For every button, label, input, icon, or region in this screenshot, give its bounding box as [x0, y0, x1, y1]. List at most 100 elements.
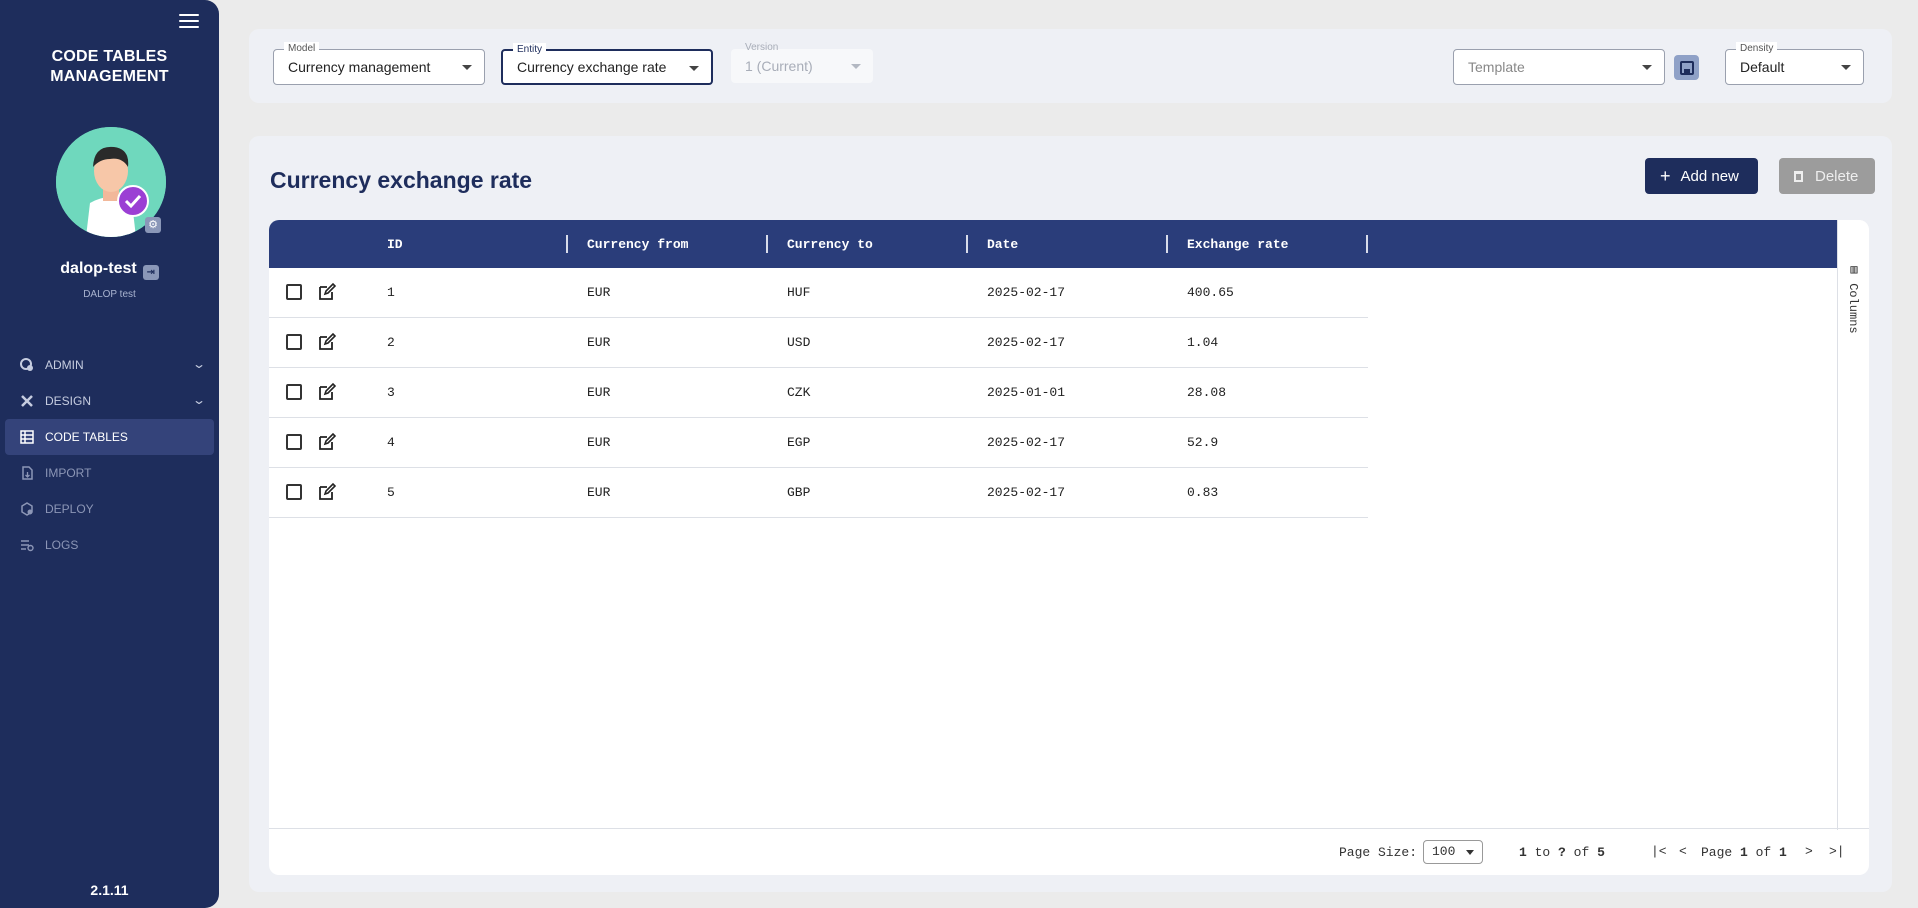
template-select[interactable]: Template [1453, 49, 1665, 85]
sidebar-item-design[interactable]: DESIGN ⌄ [5, 383, 214, 419]
column-resize-handle[interactable] [766, 235, 768, 253]
sidebar-item-logs[interactable]: LOGS [5, 527, 214, 563]
filter-bar: Model Currency management Entity Currenc… [249, 29, 1892, 103]
grid-side-panel: ▥ Columns [1837, 220, 1869, 830]
cell-currency-from: EUR [587, 435, 611, 450]
dropdown-caret-icon [462, 65, 472, 70]
edit-pencil-icon[interactable] [317, 432, 337, 452]
edit-pencil-icon[interactable] [317, 382, 337, 402]
plus-icon: + [1660, 166, 1671, 186]
row-checkbox[interactable] [286, 434, 302, 450]
sidebar-item-import[interactable]: IMPORT [5, 455, 214, 491]
cell-currency-from: EUR [587, 335, 611, 350]
density-select-value: Default [1740, 59, 1785, 75]
cell-exchange-rate: 52.9 [1187, 435, 1219, 450]
column-resize-handle[interactable] [1166, 235, 1168, 253]
cell-id: 4 [387, 435, 395, 450]
sidebar-item-label: LOGS [45, 538, 79, 552]
edit-pencil-icon[interactable] [317, 482, 337, 502]
page-current: 1 [1740, 845, 1748, 860]
dropdown-caret-icon [1466, 850, 1474, 855]
table-row[interactable]: 4 EUR EGP 2025-02-17 52.9 [269, 418, 1368, 468]
version-select: Version 1 (Current) [731, 42, 873, 83]
hamburger-menu-icon[interactable] [179, 14, 199, 30]
cell-exchange-rate: 1.04 [1187, 335, 1219, 350]
row-checkbox[interactable] [286, 384, 302, 400]
table-icon [19, 429, 35, 445]
save-template-button[interactable] [1674, 55, 1699, 80]
table-row[interactable]: 1 EUR HUF 2025-02-17 400.65 [269, 268, 1368, 318]
page-total: 1 [1779, 845, 1787, 860]
cell-currency-to: CZK [787, 385, 811, 400]
columns-icon: ▥ [1846, 262, 1860, 284]
column-header-currency-from[interactable]: Currency from [587, 237, 689, 252]
app-title-line2: MANAGEMENT [50, 68, 169, 85]
column-header-exchange-rate[interactable]: Exchange rate [1187, 237, 1289, 252]
table-row[interactable]: 2 EUR USD 2025-02-17 1.04 [269, 318, 1368, 368]
column-resize-handle[interactable] [1366, 235, 1368, 253]
avatar[interactable] [56, 127, 166, 237]
table-row[interactable]: 5 EUR GBP 2025-02-17 0.83 [269, 468, 1368, 518]
edit-pencil-icon[interactable] [317, 332, 337, 352]
row-checkbox[interactable] [286, 334, 302, 350]
column-header-currency-to[interactable]: Currency to [787, 237, 873, 252]
model-select-label: Model [284, 42, 320, 56]
dropdown-caret-icon [689, 66, 699, 71]
avatar-settings-icon[interactable]: ⚙ [145, 217, 161, 233]
deploy-box-icon [19, 501, 35, 517]
chevron-down-icon: ⌄ [191, 393, 207, 407]
sidebar-item-deploy[interactable]: DEPLOY [5, 491, 214, 527]
column-resize-handle[interactable] [966, 235, 968, 253]
logout-icon[interactable]: ⇥ [142, 265, 159, 280]
cell-currency-from: EUR [587, 285, 611, 300]
sidebar-item-label: IMPORT [45, 466, 92, 480]
sidebar-item-code-tables[interactable]: CODE TABLES [5, 419, 214, 455]
sidebar-item-label: CODE TABLES [45, 430, 128, 444]
columns-panel-tab[interactable]: ▥ Columns [1846, 262, 1860, 334]
delete-button[interactable]: Delete [1779, 158, 1875, 194]
add-new-button[interactable]: + Add new [1645, 158, 1758, 194]
cell-date: 2025-02-17 [987, 285, 1066, 300]
sidebar-nav: ADMIN ⌄ DESIGN ⌄ CODE TABLES IMPORT [5, 347, 214, 563]
column-header-id[interactable]: ID [387, 237, 403, 252]
page-size-label: Page Size: [1339, 845, 1418, 860]
row-checkbox[interactable] [286, 284, 302, 300]
previous-page-icon[interactable]: < [1679, 844, 1687, 859]
column-resize-handle[interactable] [566, 235, 568, 253]
next-page-icon[interactable]: > [1805, 844, 1813, 859]
cell-id: 2 [387, 335, 395, 350]
edit-pencil-icon[interactable] [317, 282, 337, 302]
cell-id: 1 [387, 285, 395, 300]
chevron-down-icon: ⌄ [191, 357, 207, 371]
density-select[interactable]: Density Default [1725, 42, 1864, 85]
sidebar-item-admin[interactable]: ADMIN ⌄ [5, 347, 214, 383]
cell-currency-from: EUR [587, 485, 611, 500]
cell-currency-to: HUF [787, 285, 811, 300]
version-select-value: 1 (Current) [745, 58, 813, 74]
range-to: ? [1558, 845, 1566, 860]
page-size-select[interactable]: 100 [1423, 840, 1483, 864]
cell-exchange-rate: 0.83 [1187, 485, 1219, 500]
row-checkbox[interactable] [286, 484, 302, 500]
import-file-icon [19, 465, 35, 481]
column-header-date[interactable]: Date [987, 237, 1019, 252]
dropdown-caret-icon [1642, 65, 1652, 70]
first-page-icon[interactable]: |< [1651, 844, 1667, 859]
admin-gear-icon [19, 357, 35, 373]
user-name-row: dalop-test ⇥ [0, 260, 219, 280]
cell-date: 2025-01-01 [987, 385, 1066, 400]
page-size-value: 100 [1432, 844, 1456, 859]
table-row[interactable]: 3 EUR CZK 2025-01-01 28.08 [269, 368, 1368, 418]
model-select[interactable]: Model Currency management [273, 42, 485, 85]
row-range-summary: 1 to ? of 5 [1519, 845, 1605, 860]
delete-label: Delete [1815, 167, 1859, 185]
dropdown-caret-icon [851, 64, 861, 69]
entity-select[interactable]: Entity Currency exchange rate [501, 43, 713, 85]
app-version: 2.1.11 [90, 882, 129, 898]
grid-pagination: Page Size: 100 1 to ? of 5 |< < Page 1 o… [269, 828, 1869, 875]
last-page-icon[interactable]: >| [1829, 844, 1845, 859]
page-title: Currency exchange rate [270, 167, 533, 193]
sidebar-item-label: DEPLOY [45, 502, 94, 516]
verified-check-icon [117, 185, 149, 217]
entity-select-label: Entity [513, 43, 547, 57]
